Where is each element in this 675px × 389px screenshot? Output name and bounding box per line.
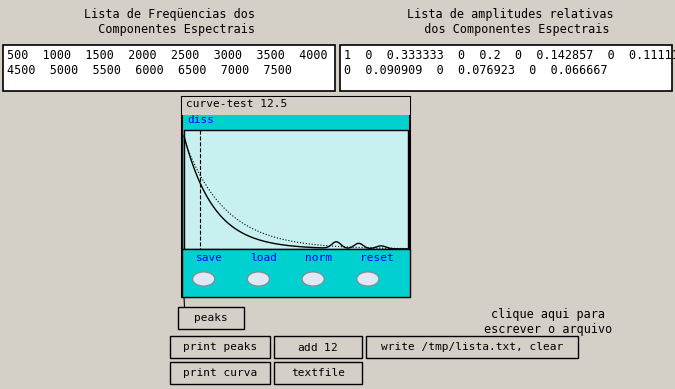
Bar bbox=[182, 97, 410, 297]
Text: diss: diss bbox=[187, 115, 214, 125]
Ellipse shape bbox=[248, 272, 269, 286]
Bar bbox=[3, 45, 335, 91]
Text: clique aqui para
escrever o arquivo: clique aqui para escrever o arquivo bbox=[484, 308, 612, 336]
Bar bbox=[340, 45, 672, 91]
Ellipse shape bbox=[192, 272, 215, 286]
Bar bbox=[170, 336, 270, 358]
Text: peaks: peaks bbox=[194, 313, 228, 323]
Text: curve-test 12.5: curve-test 12.5 bbox=[186, 99, 288, 109]
Text: load: load bbox=[250, 253, 277, 263]
Text: print curva: print curva bbox=[183, 368, 257, 378]
Text: 500  1000  1500  2000  2500  3000  3500  4000
4500  5000  5500  6000  6500  7000: 500 1000 1500 2000 2500 3000 3500 4000 4… bbox=[7, 49, 327, 77]
Text: Lista de Freqüencias dos
  Componentes Espectrais: Lista de Freqüencias dos Componentes Esp… bbox=[84, 8, 256, 36]
Bar bbox=[366, 336, 578, 358]
Bar bbox=[184, 115, 408, 130]
Text: add $1 $2: add $1 $2 bbox=[297, 341, 339, 353]
Text: norm: norm bbox=[305, 253, 332, 263]
Bar bbox=[184, 130, 408, 249]
Ellipse shape bbox=[357, 272, 379, 286]
Bar bbox=[182, 249, 410, 297]
Bar bbox=[274, 336, 362, 358]
Text: reset: reset bbox=[360, 253, 394, 263]
Text: textfile: textfile bbox=[291, 368, 345, 378]
Bar bbox=[170, 362, 270, 384]
Text: Lista de amplitudes relativas
  dos Componentes Espectrais: Lista de amplitudes relativas dos Compon… bbox=[406, 8, 614, 36]
Bar bbox=[178, 307, 244, 329]
Text: print peaks: print peaks bbox=[183, 342, 257, 352]
Bar bbox=[274, 362, 362, 384]
Text: save: save bbox=[196, 253, 223, 263]
Text: write /tmp/lista.txt, clear: write /tmp/lista.txt, clear bbox=[381, 342, 563, 352]
Text: 1  0  0.333333  0  0.2  0  0.142857  0  0.111111
0  0.090909  0  0.076923  0  0.: 1 0 0.333333 0 0.2 0 0.142857 0 0.111111… bbox=[344, 49, 675, 77]
Bar bbox=[182, 97, 410, 115]
Ellipse shape bbox=[302, 272, 324, 286]
